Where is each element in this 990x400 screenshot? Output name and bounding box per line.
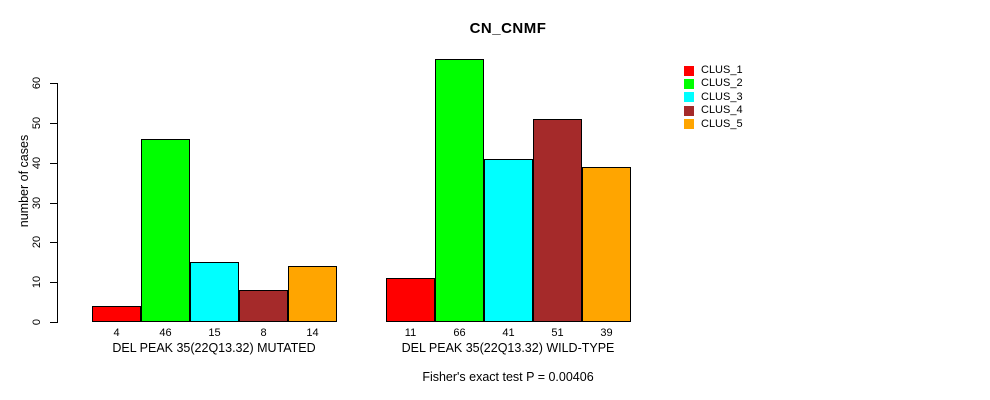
bar-clus_5 <box>288 266 337 322</box>
legend-label: CLUS_5 <box>701 117 743 130</box>
bar-value-label: 41 <box>502 327 515 339</box>
legend-swatch-icon <box>684 92 694 103</box>
bar-clus_2 <box>435 59 484 322</box>
bar-value-label: 51 <box>551 327 564 339</box>
legend-label: CLUS_2 <box>701 77 743 90</box>
bar-clus_3 <box>484 158 533 322</box>
fisher-test-annotation: Fisher's exact test P = 0.00406 <box>422 370 594 384</box>
legend-swatch-icon <box>684 78 694 89</box>
y-tick-mark <box>50 162 57 164</box>
legend-item-clus_2: CLUS_2 <box>684 77 743 90</box>
chart-title: CN_CNMF <box>469 20 547 37</box>
bar-clus_1 <box>92 306 141 322</box>
legend-label: CLUS_1 <box>701 64 743 76</box>
bar-value-label: 66 <box>453 327 466 339</box>
bar-clus_4 <box>533 118 582 322</box>
bar-value-label: 39 <box>600 327 613 339</box>
y-tick-label: 10 <box>31 276 43 289</box>
bar-clus_1 <box>386 278 435 322</box>
y-axis-label: number of cases <box>17 134 31 228</box>
y-tick-mark <box>50 122 57 124</box>
y-tick-mark <box>50 282 57 284</box>
y-tick-label: 0 <box>31 318 43 326</box>
legend-item-clus_4: CLUS_4 <box>684 104 743 117</box>
y-tick-label: 20 <box>31 236 43 249</box>
y-tick-label: 40 <box>31 156 43 169</box>
legend-item-clus_5: CLUS_5 <box>684 118 743 131</box>
x-axis-group-label-wildtype: DEL PEAK 35(22Q13.32) WILD-TYPE <box>401 341 615 355</box>
y-tick-label: 50 <box>31 116 43 129</box>
legend-label: CLUS_3 <box>701 90 743 103</box>
x-axis-group-label-mutated: DEL PEAK 35(22Q13.32) MUTATED <box>112 341 316 355</box>
bar-value-label: 46 <box>159 327 172 339</box>
bar-clus_3 <box>190 262 239 322</box>
legend-item-clus_1: CLUS_1 <box>684 64 743 77</box>
y-tick-mark <box>50 202 57 204</box>
legend-swatch-icon <box>684 119 694 130</box>
y-tick-mark <box>50 322 57 323</box>
y-tick-mark <box>50 83 57 84</box>
legend-label: CLUS_4 <box>701 104 743 117</box>
bar-value-label: 15 <box>208 327 221 339</box>
bar-value-label: 14 <box>306 327 319 339</box>
y-tick-label: 60 <box>31 76 43 90</box>
bar-value-label: 11 <box>404 327 417 339</box>
bar-value-label: 4 <box>113 327 120 339</box>
y-tick-mark <box>50 242 57 244</box>
y-tick-label: 30 <box>31 196 43 209</box>
bar-value-label: 8 <box>260 327 267 339</box>
legend-swatch-icon <box>684 65 694 76</box>
bar-clus_2 <box>141 138 190 322</box>
bar-clus_5 <box>582 166 631 322</box>
legend-swatch-icon <box>684 105 694 116</box>
legend-item-clus_3: CLUS_3 <box>684 91 743 104</box>
y-axis-line <box>57 83 58 323</box>
bar-clus_4 <box>239 290 288 322</box>
